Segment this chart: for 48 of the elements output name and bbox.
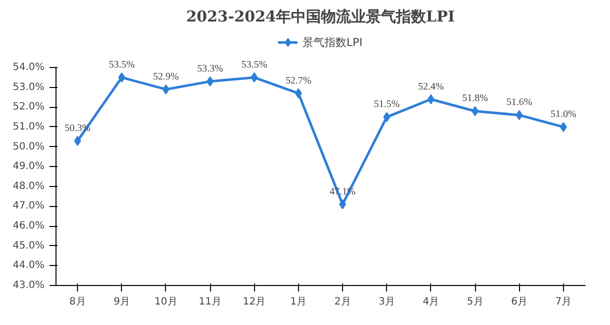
x-tick-label: 3月 — [378, 296, 395, 308]
y-tick-label: 44.0% — [12, 260, 45, 272]
point — [118, 72, 126, 82]
y-tick-label: 50.0% — [12, 141, 45, 152]
y-tick-label: 51.0% — [12, 121, 45, 132]
legend-label: 景气指数LPI — [302, 34, 363, 50]
x-tick-label: 8月 — [69, 296, 86, 308]
point — [294, 88, 302, 98]
x-tick-label: 9月 — [114, 296, 130, 308]
y-tick-label: 48.0% — [12, 180, 45, 192]
y-tick-label: 49.0% — [12, 161, 45, 172]
point — [74, 136, 82, 146]
point — [206, 76, 214, 86]
point — [339, 199, 346, 210]
x-tick-label: 1月 — [290, 296, 307, 308]
x-tick-label: 5月 — [466, 296, 484, 308]
data-label: 53.5% — [108, 59, 135, 70]
y-tick-label: 53.0% — [12, 82, 45, 93]
x-tick-label: 12月 — [242, 296, 266, 308]
point — [383, 112, 390, 122]
data-label: 53.3% — [197, 63, 224, 74]
point — [560, 122, 567, 132]
data-label: 51.6% — [506, 97, 532, 108]
x-tick-label: 7月 — [555, 296, 572, 308]
data-label: 53.5% — [241, 59, 268, 70]
chart-title: 2023-2024年中国物流业景气指数LPI — [186, 8, 455, 26]
y-tick-label: 47.0% — [12, 200, 45, 212]
y-tick-label: 46.0% — [12, 220, 45, 232]
y-tick-label: 52.0% — [12, 102, 45, 113]
y-tick-label: 54.0% — [12, 62, 45, 74]
point — [250, 72, 258, 82]
data-label: 51.5% — [374, 99, 400, 110]
point — [472, 106, 479, 116]
x-tick-label: 4月 — [422, 296, 440, 308]
data-label: 52.9% — [153, 71, 179, 82]
data-label: 52.7% — [286, 75, 312, 86]
point — [516, 110, 523, 120]
x-tick-label: 10月 — [154, 296, 178, 308]
x-tick-label: 11月 — [198, 296, 222, 308]
data-label: 51.8% — [462, 93, 488, 104]
y-tick-label: 43.0% — [12, 280, 45, 291]
data-label: 52.4% — [418, 81, 444, 92]
x-tick-label: 6月 — [511, 296, 528, 308]
y-tick-label: 45.0% — [12, 240, 45, 252]
point — [427, 94, 434, 104]
x-tick-label: 2月 — [334, 296, 351, 308]
data-label: 51.0% — [550, 108, 576, 120]
point — [162, 84, 170, 94]
